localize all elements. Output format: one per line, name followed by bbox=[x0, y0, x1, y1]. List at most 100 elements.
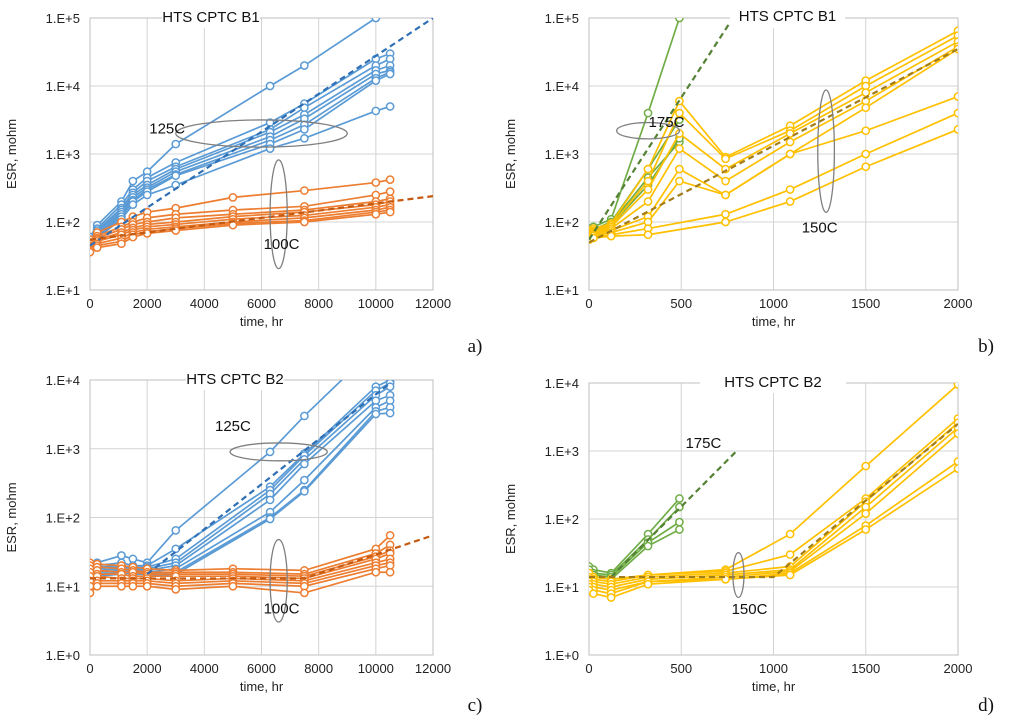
x-tick-label: 0 bbox=[585, 296, 592, 311]
series-line bbox=[90, 69, 391, 247]
title-box bbox=[186, 368, 284, 390]
data-point bbox=[300, 217, 309, 227]
data-point bbox=[142, 190, 152, 200]
data-point bbox=[92, 243, 102, 252]
data-point bbox=[171, 226, 181, 235]
data-point bbox=[371, 76, 381, 85]
series-line bbox=[90, 64, 391, 245]
data-point bbox=[643, 176, 653, 186]
y-tick-label: 1.E+2 bbox=[545, 512, 579, 527]
data-point bbox=[675, 18, 684, 23]
title-box bbox=[162, 6, 260, 28]
data-point bbox=[90, 588, 95, 598]
data-point bbox=[861, 103, 871, 113]
x-tick-label: 12000 bbox=[415, 296, 451, 311]
x-axis-label: time, hr bbox=[240, 314, 284, 329]
data-point bbox=[785, 570, 795, 580]
y-tick-label: 1.E+5 bbox=[46, 11, 80, 26]
chart-panel-b: 175C 150C HTS CPTC B1 0 500 1000 1500 2000 1.E+1… bbox=[503, 4, 994, 357]
chart-title: HTS CPTC B1 bbox=[739, 8, 837, 25]
data-point bbox=[953, 429, 958, 438]
data-point bbox=[643, 185, 653, 194]
trend-line bbox=[146, 382, 391, 576]
y-tick-label: 1.E+4 bbox=[545, 79, 579, 94]
data-point bbox=[371, 106, 381, 116]
data-point bbox=[171, 585, 181, 594]
data-point bbox=[228, 193, 238, 202]
x-tick-label: 1500 bbox=[851, 296, 880, 311]
annotation-label: 150C bbox=[802, 220, 838, 237]
series-line bbox=[90, 203, 391, 248]
x-tick-label: 8000 bbox=[304, 296, 333, 311]
data-point bbox=[300, 61, 309, 70]
data-point bbox=[675, 108, 684, 118]
data-point bbox=[228, 581, 238, 591]
annotation-label: 150C bbox=[732, 601, 768, 618]
y-tick-label: 1.E+0 bbox=[46, 648, 80, 663]
x-tick-label: 0 bbox=[86, 296, 93, 311]
data-point bbox=[785, 550, 795, 559]
trend-line bbox=[90, 534, 433, 580]
data-point bbox=[372, 344, 379, 351]
data-point bbox=[953, 457, 958, 466]
title-box bbox=[700, 371, 846, 393]
group-ellipse bbox=[269, 538, 288, 623]
trend-line bbox=[90, 195, 433, 241]
data-point bbox=[861, 149, 871, 159]
data-point bbox=[785, 185, 795, 194]
chart-title: HTS CPTC B2 bbox=[186, 371, 284, 388]
data-point bbox=[643, 230, 653, 240]
data-point bbox=[675, 144, 684, 153]
chart-panel-a: 125C 100C HTS CPTC B1 0 2000 4000 6000 8000 1000… bbox=[4, 6, 482, 357]
data-point bbox=[300, 487, 309, 496]
data-point bbox=[606, 231, 616, 241]
y-tick-label: 1.E+3 bbox=[545, 147, 579, 162]
y-tick-label: 1.E+2 bbox=[46, 215, 80, 230]
data-point bbox=[371, 209, 381, 219]
x-tick-label: 1000 bbox=[759, 296, 788, 311]
y-tick-label: 1.E+3 bbox=[46, 147, 80, 162]
series-line bbox=[90, 544, 391, 575]
data-point bbox=[861, 126, 871, 136]
x-tick-label: 1000 bbox=[759, 661, 788, 676]
data-point bbox=[785, 197, 795, 206]
data-point bbox=[300, 186, 309, 195]
x-tick-label: 2000 bbox=[133, 661, 162, 676]
data-point bbox=[606, 593, 616, 602]
data-point bbox=[953, 108, 958, 118]
data-point bbox=[300, 459, 309, 469]
panel-label: c) bbox=[468, 695, 483, 716]
x-tick-label: 6000 bbox=[247, 296, 276, 311]
annotation-label: 175C bbox=[649, 114, 685, 131]
series-group bbox=[90, 18, 433, 257]
x-tick-label: 2000 bbox=[133, 296, 162, 311]
annotation-label: 175C bbox=[685, 435, 721, 452]
chart-title: HTS CPTC B1 bbox=[162, 9, 260, 26]
x-axis-label: time, hr bbox=[240, 679, 284, 694]
data-point bbox=[721, 209, 730, 219]
series-line bbox=[90, 58, 391, 243]
x-tick-label: 1500 bbox=[851, 661, 880, 676]
series-line bbox=[90, 211, 391, 253]
data-point bbox=[643, 541, 653, 551]
series-line bbox=[90, 178, 391, 241]
annotation-label: 125C bbox=[149, 121, 185, 138]
series-line bbox=[90, 552, 391, 580]
data-point bbox=[371, 178, 381, 187]
data-point bbox=[142, 581, 152, 591]
data-point bbox=[128, 176, 138, 186]
annotation-label: 125C bbox=[215, 418, 251, 435]
series-line bbox=[90, 105, 391, 251]
data-point bbox=[643, 579, 653, 589]
chart-panel-d: 175C 150C HTS CPTC B2 0 500 1000 1500 2000 1.E+0… bbox=[503, 371, 994, 716]
x-tick-label: 0 bbox=[585, 661, 592, 676]
x-tick-label: 8000 bbox=[304, 661, 333, 676]
data-point bbox=[675, 517, 684, 527]
data-point bbox=[171, 171, 181, 181]
y-tick-label: 1.E+1 bbox=[545, 580, 579, 595]
data-point bbox=[90, 247, 95, 257]
data-point bbox=[643, 108, 653, 118]
data-point bbox=[117, 581, 126, 591]
x-tick-label: 2000 bbox=[944, 296, 973, 311]
